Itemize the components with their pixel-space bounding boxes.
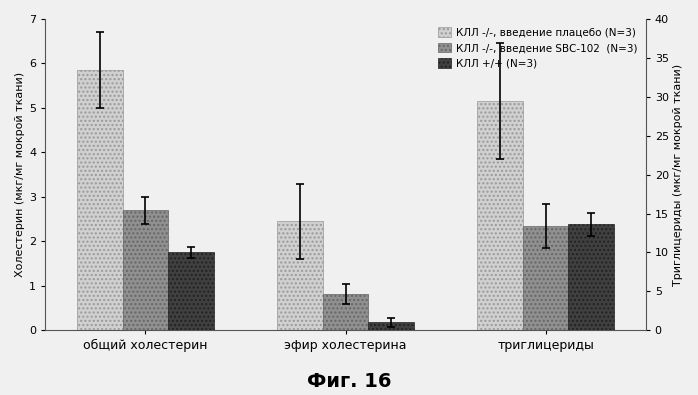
Text: Фиг. 16: Фиг. 16 — [306, 372, 392, 391]
Bar — [523, 226, 568, 330]
Bar — [77, 70, 123, 330]
Bar — [322, 294, 369, 330]
Bar — [168, 252, 214, 330]
Bar — [477, 101, 523, 330]
Bar — [568, 224, 614, 330]
Legend: КЛЛ -/-, введение плацебо (N=3), КЛЛ -/-, введение SBC-102  (N=3), КЛЛ +/+ (N=3): КЛЛ -/-, введение плацебо (N=3), КЛЛ -/-… — [435, 24, 641, 71]
Bar — [369, 322, 414, 330]
Bar — [123, 210, 168, 330]
Bar — [277, 221, 322, 330]
Y-axis label: Триглицериды (мкг/мг мокрой ткани): Триглицериды (мкг/мг мокрой ткани) — [673, 64, 683, 286]
Y-axis label: Холестерин (мкг/мг мокрой ткани): Холестерин (мкг/мг мокрой ткани) — [15, 72, 25, 277]
